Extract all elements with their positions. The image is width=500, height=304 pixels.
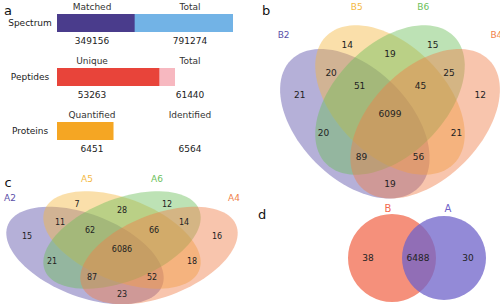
svg-text:b: b: [262, 3, 270, 18]
svg-text:349156: 349156: [75, 36, 110, 46]
svg-text:Proteins: Proteins: [12, 126, 49, 136]
svg-text:38: 38: [362, 253, 374, 263]
svg-text:89: 89: [356, 152, 368, 162]
svg-text:87: 87: [87, 273, 97, 282]
svg-text:61440: 61440: [176, 90, 205, 100]
svg-text:Unique: Unique: [76, 56, 108, 66]
svg-text:66: 66: [149, 226, 159, 235]
svg-text:16: 16: [212, 232, 222, 241]
svg-text:a: a: [4, 3, 12, 18]
svg-text:Total: Total: [178, 56, 200, 66]
svg-text:12: 12: [475, 90, 486, 100]
svg-text:21: 21: [47, 257, 57, 266]
svg-text:6086: 6086: [112, 245, 132, 254]
svg-text:B: B: [385, 203, 392, 214]
svg-text:Spectrum: Spectrum: [8, 18, 52, 28]
svg-text:Peptides: Peptides: [11, 72, 50, 82]
svg-text:791274: 791274: [173, 36, 208, 46]
svg-text:A: A: [445, 203, 452, 214]
svg-text:28: 28: [117, 206, 127, 215]
svg-text:23: 23: [117, 290, 127, 299]
svg-text:c: c: [4, 175, 11, 190]
svg-text:6488: 6488: [407, 253, 430, 263]
svg-text:A5: A5: [81, 174, 93, 184]
svg-text:53263: 53263: [78, 90, 107, 100]
svg-text:45: 45: [415, 81, 426, 91]
svg-text:7: 7: [74, 200, 79, 209]
svg-text:Total: Total: [178, 2, 200, 12]
svg-text:6564: 6564: [179, 144, 202, 154]
svg-text:B2: B2: [278, 30, 290, 40]
svg-text:B4: B4: [490, 30, 500, 40]
svg-text:14: 14: [342, 40, 354, 50]
svg-text:12: 12: [162, 200, 172, 209]
svg-text:A6: A6: [151, 174, 163, 184]
svg-text:62: 62: [85, 226, 95, 235]
svg-text:Quantified: Quantified: [69, 110, 116, 120]
svg-text:52: 52: [147, 273, 157, 282]
svg-text:21: 21: [294, 90, 305, 100]
svg-text:19: 19: [384, 49, 396, 59]
svg-text:18: 18: [187, 257, 197, 266]
svg-text:A4: A4: [228, 193, 240, 203]
svg-text:20: 20: [325, 68, 337, 78]
svg-text:6099: 6099: [379, 109, 402, 119]
svg-text:d: d: [258, 207, 266, 222]
svg-text:Identified: Identified: [169, 110, 212, 120]
svg-text:19: 19: [384, 179, 396, 189]
svg-text:20: 20: [318, 128, 330, 138]
svg-text:30: 30: [462, 253, 474, 263]
svg-text:51: 51: [354, 81, 365, 91]
svg-text:A2: A2: [4, 193, 16, 203]
svg-text:14: 14: [179, 218, 189, 227]
svg-text:B6: B6: [417, 2, 429, 12]
svg-text:15: 15: [22, 232, 32, 241]
svg-text:21: 21: [451, 128, 462, 138]
svg-text:56: 56: [413, 152, 425, 162]
svg-text:Matched: Matched: [73, 2, 112, 12]
svg-text:6451: 6451: [81, 144, 104, 154]
svg-text:15: 15: [427, 40, 438, 50]
svg-text:25: 25: [443, 68, 454, 78]
svg-text:B5: B5: [351, 2, 363, 12]
svg-text:11: 11: [55, 218, 65, 227]
